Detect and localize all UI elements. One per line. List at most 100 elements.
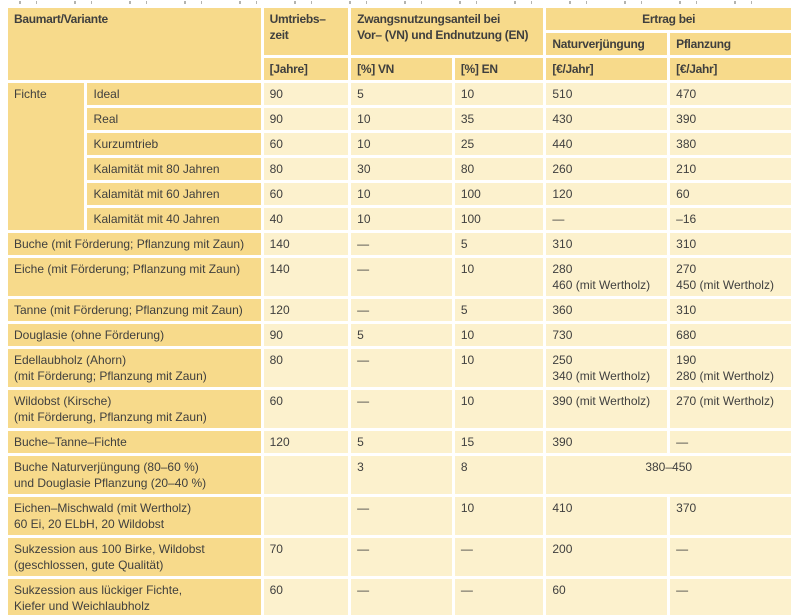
table-row: Douglasie (ohne Förderung) 90 5 10 730 6… [8,324,791,346]
header-row-3: [Jahre] [%] VN [%] EN [€/Jahr] [€/Jahr] [8,58,791,80]
naturverjuengung-cell: 280 460 (mit Wertholz) [546,258,668,296]
vn-cell: 10 [351,183,452,205]
col-header-ertrag-bei: Ertrag bei [546,8,791,30]
vn-cell: 10 [351,108,452,130]
naturverjuengung-cell: 260 [546,158,668,180]
pflanzung-cell: — [670,431,791,453]
naturverjuengung-cell: 390 [546,431,668,453]
vn-cell: — [351,233,452,255]
variant-cell: Kurzumtrieb [87,133,261,155]
unit-header-jahre: [Jahre] [263,58,349,80]
clipped-caption-fragment [10,1,786,4]
umtriebszeit-cell: 60 [263,579,349,615]
en-cell: 10 [454,83,544,105]
pflanzung-cell: 680 [670,324,791,346]
naturverjuengung-cell: 310 [546,233,668,255]
vn-cell: — [351,497,452,535]
naturverjuengung-cell: 120 [546,183,668,205]
en-cell: 35 [454,108,544,130]
naturverjuengung-cell: 730 [546,324,668,346]
pflanzung-cell: 310 [670,233,791,255]
umtriebszeit-cell: 60 [263,133,349,155]
table-row: Edellaubholz (Ahorn) (mit Förderung; Pfl… [8,349,791,387]
table-row: Wildobst (Kirsche) (mit Förderung, Pflan… [8,390,791,428]
col-header-naturverjuengung: Naturverjüngung [546,33,668,55]
unit-header-eur-jahr-nv: [€/Jahr] [546,58,668,80]
species-cell: Buche (mit Förderung; Pflanzung mit Zaun… [8,233,261,255]
naturverjuengung-cell: 440 [546,133,668,155]
umtriebszeit-cell [263,456,349,494]
en-cell: 10 [454,390,544,428]
en-cell: 10 [454,349,544,387]
pflanzung-cell: 390 [670,108,791,130]
en-cell: 100 [454,208,544,230]
naturverjuengung-cell: 410 [546,497,668,535]
table-row: Kurzumtrieb 60 10 25 440 380 [8,133,791,155]
en-cell: 10 [454,497,544,535]
variant-cell: Ideal [87,83,261,105]
species-cell: Sukzession aus lückiger Fichte, Kiefer u… [8,579,261,615]
species-cell: Tanne (mit Förderung; Pflanzung mit Zaun… [8,299,261,321]
pflanzung-cell: –16 [670,208,791,230]
naturverjuengung-cell: 510 [546,83,668,105]
table-row: Kalamität mit 60 Jahren 60 10 100 120 60 [8,183,791,205]
en-cell: 10 [454,258,544,296]
en-cell: 25 [454,133,544,155]
en-cell: — [454,538,544,576]
en-cell: 100 [454,183,544,205]
vn-cell: 10 [351,208,452,230]
vn-cell: 3 [351,456,452,494]
vn-cell: — [351,349,452,387]
naturverjuengung-cell: 60 [546,579,668,615]
umtriebszeit-cell: 90 [263,108,349,130]
forestry-yield-table: Baumart/Variante Umtriebs– zeit Zwangsnu… [5,5,794,615]
en-cell: 10 [454,324,544,346]
col-header-umtriebszeit: Umtriebs– zeit [263,8,349,55]
variant-cell: Kalamität mit 60 Jahren [87,183,261,205]
table-row: Sukzession aus 100 Birke, Wildobst (gesc… [8,538,791,576]
vn-cell: 10 [351,133,452,155]
col-header-pflanzung: Pflanzung [670,33,791,55]
table-row: Buche (mit Förderung; Pflanzung mit Zaun… [8,233,791,255]
naturverjuengung-cell: 360 [546,299,668,321]
species-cell: Sukzession aus 100 Birke, Wildobst (gesc… [8,538,261,576]
vn-cell: — [351,538,452,576]
pflanzung-cell: 210 [670,158,791,180]
ertrag-merged-cell: 380–450 [546,456,791,494]
vn-cell: 5 [351,83,452,105]
umtriebszeit-cell [263,497,349,535]
umtriebszeit-cell: 140 [263,258,349,296]
pflanzung-cell: 60 [670,183,791,205]
species-cell: Fichte [8,83,85,230]
en-cell: 15 [454,431,544,453]
unit-header-eur-jahr-pf: [€/Jahr] [670,58,791,80]
variant-cell: Kalamität mit 40 Jahren [87,208,261,230]
species-cell: Wildobst (Kirsche) (mit Förderung, Pflan… [8,390,261,428]
species-cell: Buche Naturverjüngung (80–60 %) und Doug… [8,456,261,494]
table-row: Real 90 10 35 430 390 [8,108,791,130]
umtriebszeit-cell: 80 [263,349,349,387]
umtriebszeit-cell: 120 [263,299,349,321]
variant-cell: Real [87,108,261,130]
en-cell: 8 [454,456,544,494]
variant-cell: Kalamität mit 80 Jahren [87,158,261,180]
umtriebszeit-cell: 80 [263,158,349,180]
species-cell: Douglasie (ohne Förderung) [8,324,261,346]
naturverjuengung-cell: 250 340 (mit Wertholz) [546,349,668,387]
vn-cell: 30 [351,158,452,180]
col-header-zwangsnutzungsanteil: Zwangsnutzungsanteil bei Vor– (VN) und E… [351,8,544,55]
pflanzung-cell: — [670,579,791,615]
naturverjuengung-cell: 390 (mit Wertholz) [546,390,668,428]
vn-cell: — [351,579,452,615]
table-row: Sukzession aus lückiger Fichte, Kiefer u… [8,579,791,615]
table-row: Tanne (mit Förderung; Pflanzung mit Zaun… [8,299,791,321]
table-row: Buche Naturverjüngung (80–60 %) und Doug… [8,456,791,494]
col-header-baumart-variante: Baumart/Variante [8,8,261,80]
vn-cell: — [351,299,452,321]
header-row-2: Naturverjüngung Pflanzung [8,33,791,55]
en-cell: 5 [454,233,544,255]
pflanzung-cell: 190 280 (mit Wertholz) [670,349,791,387]
umtriebszeit-cell: 60 [263,390,349,428]
unit-header-en-percent: [%] EN [454,58,544,80]
en-cell: 5 [454,299,544,321]
